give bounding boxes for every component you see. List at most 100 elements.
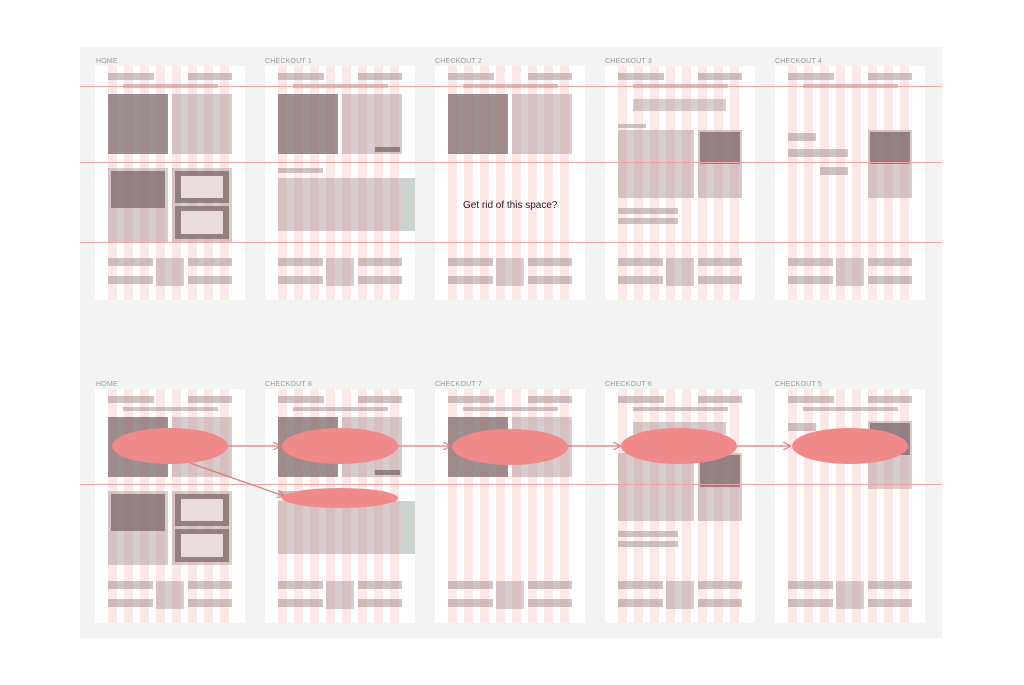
frame-label-home-top: HOME (96, 58, 118, 65)
product-info (512, 94, 572, 154)
guide-line-4 (80, 484, 942, 485)
footer-block (496, 258, 524, 286)
footer-bar-2 (108, 599, 153, 607)
header-bar-left (448, 396, 494, 403)
highlight-checkout-6 (621, 428, 737, 464)
footer-block (326, 581, 354, 609)
footer-bar-2 (448, 599, 493, 607)
card-left-image (111, 171, 165, 208)
section-label (278, 168, 323, 173)
footer-block (326, 258, 354, 286)
header-bar-right (528, 396, 572, 403)
frame-label-checkout-4: CHECKOUT 4 (775, 58, 822, 65)
nav-bar (463, 407, 558, 411)
footer-block (666, 258, 694, 286)
product-image (278, 94, 338, 154)
footer-bar-2 (108, 276, 153, 284)
hero-side (172, 94, 232, 154)
header-bar-left (108, 73, 154, 80)
footer-block (156, 581, 184, 609)
frame-home-bottom[interactable] (95, 389, 245, 623)
nav-bar (123, 407, 218, 411)
thumb-top-inner (181, 176, 223, 198)
footer-block (836, 258, 864, 286)
frame-label-checkout-7: CHECKOUT 7 (435, 381, 482, 388)
footer-bar-2 (618, 599, 663, 607)
header-bar-right (188, 73, 232, 80)
header-bar-right (868, 396, 912, 403)
confirm-line-1 (788, 133, 816, 141)
guide-line-1 (80, 86, 942, 87)
footer-bar-4 (698, 599, 742, 607)
footer-bar-1 (108, 581, 153, 589)
frame-checkout-4[interactable] (775, 66, 925, 300)
footer-bar-2 (618, 276, 663, 284)
footer-bar-2 (278, 599, 323, 607)
frame-checkout-6[interactable] (605, 389, 755, 623)
highlight-home (112, 428, 228, 464)
header-bar-right (868, 73, 912, 80)
step-title (633, 99, 726, 111)
footer-bar-1 (618, 581, 663, 589)
footer-bar-1 (448, 258, 493, 266)
footer-bar-4 (528, 599, 572, 607)
confirm-line-2 (788, 149, 848, 157)
footer-bar-1 (618, 258, 663, 266)
footer-bar-4 (188, 599, 232, 607)
footer-block (496, 581, 524, 609)
frame-label-checkout-8: CHECKOUT 8 (265, 381, 312, 388)
address-form (618, 453, 694, 521)
footer-block (156, 258, 184, 286)
footer-bar-1 (788, 581, 833, 589)
annotation-text: Get rid of this space? (463, 200, 558, 211)
confirm-line-3 (820, 167, 848, 175)
frame-checkout-3[interactable] (605, 66, 755, 300)
footer-bar-3 (188, 581, 232, 589)
footer-bar-1 (108, 258, 153, 266)
form-overflow (402, 178, 415, 231)
frame-checkout-1[interactable] (265, 66, 415, 300)
frame-label-checkout-2: CHECKOUT 2 (435, 58, 482, 65)
footer-block (836, 581, 864, 609)
footer-bar-4 (868, 276, 912, 284)
summary-image (700, 132, 740, 164)
confirm-line-1 (788, 423, 816, 431)
header-bar-left (278, 73, 324, 80)
header-bar-right (188, 396, 232, 403)
footer-bar-3 (358, 258, 402, 266)
footer-bar-1 (278, 258, 323, 266)
footer-bar-4 (528, 276, 572, 284)
frame-label-checkout-1: CHECKOUT 1 (265, 58, 312, 65)
highlight-checkout-8-form (282, 488, 398, 508)
option-bar-1 (618, 531, 678, 537)
footer-bar-3 (188, 258, 232, 266)
thumb-top-inner (181, 499, 223, 521)
nav-bar (633, 407, 728, 411)
footer-bar-2 (278, 276, 323, 284)
header-bar-right (528, 73, 572, 80)
footer-bar-4 (188, 276, 232, 284)
footer-bar-1 (278, 581, 323, 589)
frame-checkout-2[interactable] (435, 66, 585, 300)
guide-line-2 (80, 162, 942, 163)
header-bar-left (788, 73, 834, 80)
header-bar-left (618, 396, 664, 403)
card-left-image (111, 494, 165, 531)
header-bar-right (358, 396, 402, 403)
header-bar-right (698, 396, 742, 403)
option-bar-1 (618, 208, 678, 214)
checkout-form (278, 501, 402, 554)
footer-block (666, 581, 694, 609)
product-image (448, 94, 508, 154)
flow-arrow-home-to-form (189, 462, 284, 496)
footer-bar-1 (448, 581, 493, 589)
footer-bar-3 (358, 581, 402, 589)
thumb-bottom-inner (181, 534, 223, 557)
footer-bar-3 (528, 258, 572, 266)
footer-bar-2 (448, 276, 493, 284)
option-bar-2 (618, 218, 678, 224)
frame-label-checkout-5: CHECKOUT 5 (775, 381, 822, 388)
footer-bar-4 (868, 599, 912, 607)
highlight-checkout-7 (452, 429, 568, 465)
